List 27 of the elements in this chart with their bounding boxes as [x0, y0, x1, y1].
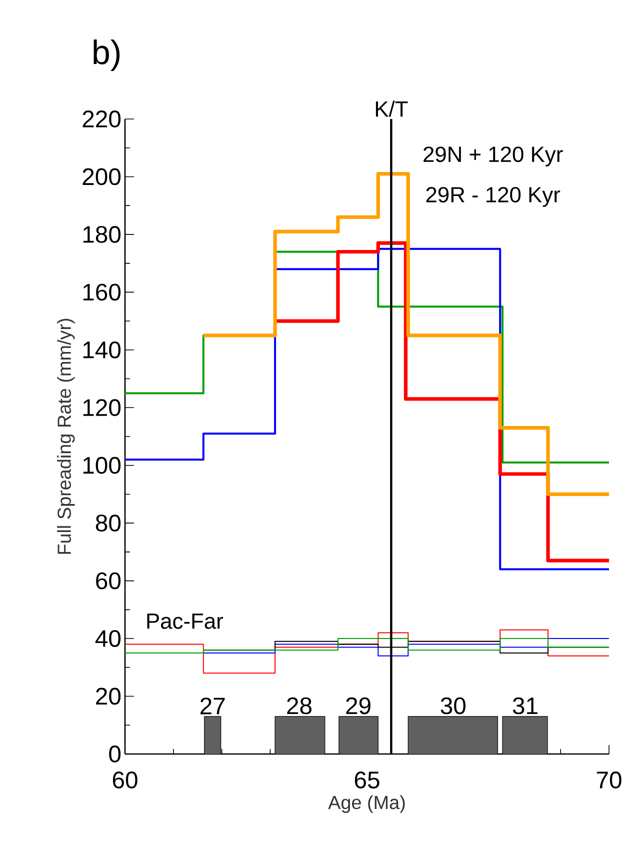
y-tick-label: 120	[83, 399, 121, 416]
y-tick-label: 160	[83, 284, 121, 301]
y-tick-label: 80	[96, 514, 121, 532]
annotation: 30	[440, 697, 466, 714]
y-tick-label: 100	[83, 456, 121, 474]
annotation: 31	[512, 697, 538, 714]
y-tick-label: 0	[109, 746, 121, 762]
annotation: 28	[287, 697, 312, 714]
x-tick-label: 70	[596, 772, 622, 788]
y-tick-label: 40	[95, 630, 121, 647]
y-tick-label: 200	[82, 168, 121, 186]
annotation: Pac-Far	[147, 614, 224, 629]
y-tick-label: 220	[82, 110, 121, 128]
x-tick-label: 65	[354, 772, 380, 788]
x-axis-title: Age (Ma)	[328, 795, 405, 813]
y-tick-label: 140	[83, 341, 121, 358]
y-tick-label: 20	[96, 688, 121, 705]
y-axis-title: Full Spreading Rate (mm/yr)	[57, 318, 75, 554]
annotation: 29N + 120 Kyr	[424, 146, 563, 166]
annotation: 29	[346, 697, 370, 714]
annotation: 27	[200, 698, 225, 714]
chart-title: b)	[94, 39, 120, 72]
y-tick-label: 60	[96, 572, 121, 590]
x-tick-label: 60	[112, 772, 138, 788]
ref-line-label: K/T	[376, 100, 408, 117]
annotation: 29R - 120 Kyr	[426, 186, 560, 207]
y-tick-label: 180	[83, 226, 121, 243]
